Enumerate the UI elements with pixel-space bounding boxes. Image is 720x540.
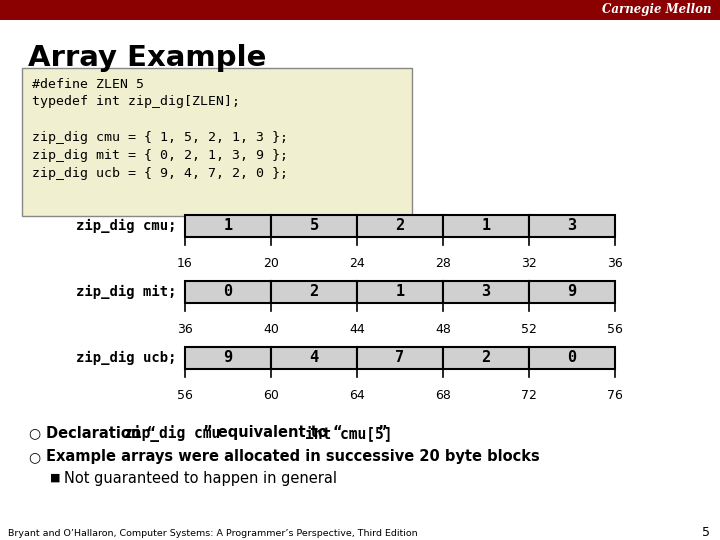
Text: ○: ○: [28, 426, 40, 440]
Text: 32: 32: [521, 257, 537, 270]
Text: 72: 72: [521, 389, 537, 402]
Bar: [529, 347, 615, 369]
Text: 9: 9: [223, 350, 233, 366]
Text: 24: 24: [349, 257, 365, 270]
Text: Bryant and O’Hallaron, Computer Systems: A Programmer’s Perspective, Third Editi: Bryant and O’Hallaron, Computer Systems:…: [8, 529, 418, 537]
Bar: [443, 215, 529, 237]
Bar: [443, 281, 529, 303]
Text: 1: 1: [223, 219, 233, 233]
Bar: [271, 281, 357, 303]
Text: 7: 7: [395, 350, 405, 366]
Bar: [357, 215, 443, 237]
Text: ” equivalent to “: ” equivalent to “: [203, 426, 343, 441]
Text: #define ZLEN 5: #define ZLEN 5: [32, 78, 144, 91]
Text: zip_dig mit;: zip_dig mit;: [76, 285, 177, 299]
Bar: [271, 347, 357, 369]
Text: zip_dig mit = { 0, 2, 1, 3, 9 };: zip_dig mit = { 0, 2, 1, 3, 9 };: [32, 150, 288, 163]
Text: Declaration “: Declaration “: [46, 426, 156, 441]
Text: 52: 52: [521, 323, 537, 336]
Text: 2: 2: [482, 350, 490, 366]
Text: 5: 5: [702, 526, 710, 539]
Text: 2: 2: [395, 219, 405, 233]
Text: Carnegie Mellon: Carnegie Mellon: [603, 3, 712, 17]
Text: 20: 20: [263, 257, 279, 270]
Text: zip_dig cmu: zip_dig cmu: [124, 424, 220, 442]
Text: ○: ○: [28, 450, 40, 464]
Text: 16: 16: [177, 257, 193, 270]
Text: 28: 28: [435, 257, 451, 270]
Text: 40: 40: [263, 323, 279, 336]
Text: Example arrays were allocated in successive 20 byte blocks: Example arrays were allocated in success…: [46, 449, 540, 464]
Text: 3: 3: [567, 219, 577, 233]
Bar: [271, 215, 357, 237]
Bar: [22, 68, 412, 216]
Text: zip_dig ucb = { 9, 4, 7, 2, 0 };: zip_dig ucb = { 9, 4, 7, 2, 0 };: [32, 167, 288, 180]
Text: 68: 68: [435, 389, 451, 402]
Bar: [185, 281, 271, 303]
Text: 0: 0: [567, 350, 577, 366]
Bar: [357, 347, 443, 369]
Text: 36: 36: [177, 323, 193, 336]
Bar: [185, 215, 271, 237]
Text: 48: 48: [435, 323, 451, 336]
Text: 5: 5: [310, 219, 318, 233]
Text: 0: 0: [223, 285, 233, 300]
Text: 56: 56: [607, 323, 623, 336]
Text: 64: 64: [349, 389, 365, 402]
Bar: [0, 0, 720, 20]
Text: Not guaranteed to happen in general: Not guaranteed to happen in general: [64, 470, 337, 485]
Text: 4: 4: [310, 350, 318, 366]
Text: zip_dig ucb;: zip_dig ucb;: [76, 351, 177, 365]
Text: 1: 1: [482, 219, 490, 233]
Text: 56: 56: [177, 389, 193, 402]
Text: 3: 3: [482, 285, 490, 300]
Bar: [529, 215, 615, 237]
Text: 60: 60: [263, 389, 279, 402]
Bar: [529, 281, 615, 303]
Text: 9: 9: [567, 285, 577, 300]
Bar: [443, 347, 529, 369]
Text: 76: 76: [607, 389, 623, 402]
Text: zip_dig cmu;: zip_dig cmu;: [76, 219, 177, 233]
Text: ”: ”: [377, 426, 387, 441]
Text: zip_dig cmu = { 1, 5, 2, 1, 3 };: zip_dig cmu = { 1, 5, 2, 1, 3 };: [32, 132, 288, 145]
Bar: [185, 347, 271, 369]
Text: 44: 44: [349, 323, 365, 336]
Text: Array Example: Array Example: [28, 44, 266, 72]
Text: 1: 1: [395, 285, 405, 300]
Text: 36: 36: [607, 257, 623, 270]
Bar: [357, 281, 443, 303]
Text: int cmu[5]: int cmu[5]: [305, 425, 392, 441]
Text: typedef int zip_dig[ZLEN];: typedef int zip_dig[ZLEN];: [32, 96, 240, 109]
Text: ■: ■: [50, 473, 60, 483]
Text: 2: 2: [310, 285, 318, 300]
